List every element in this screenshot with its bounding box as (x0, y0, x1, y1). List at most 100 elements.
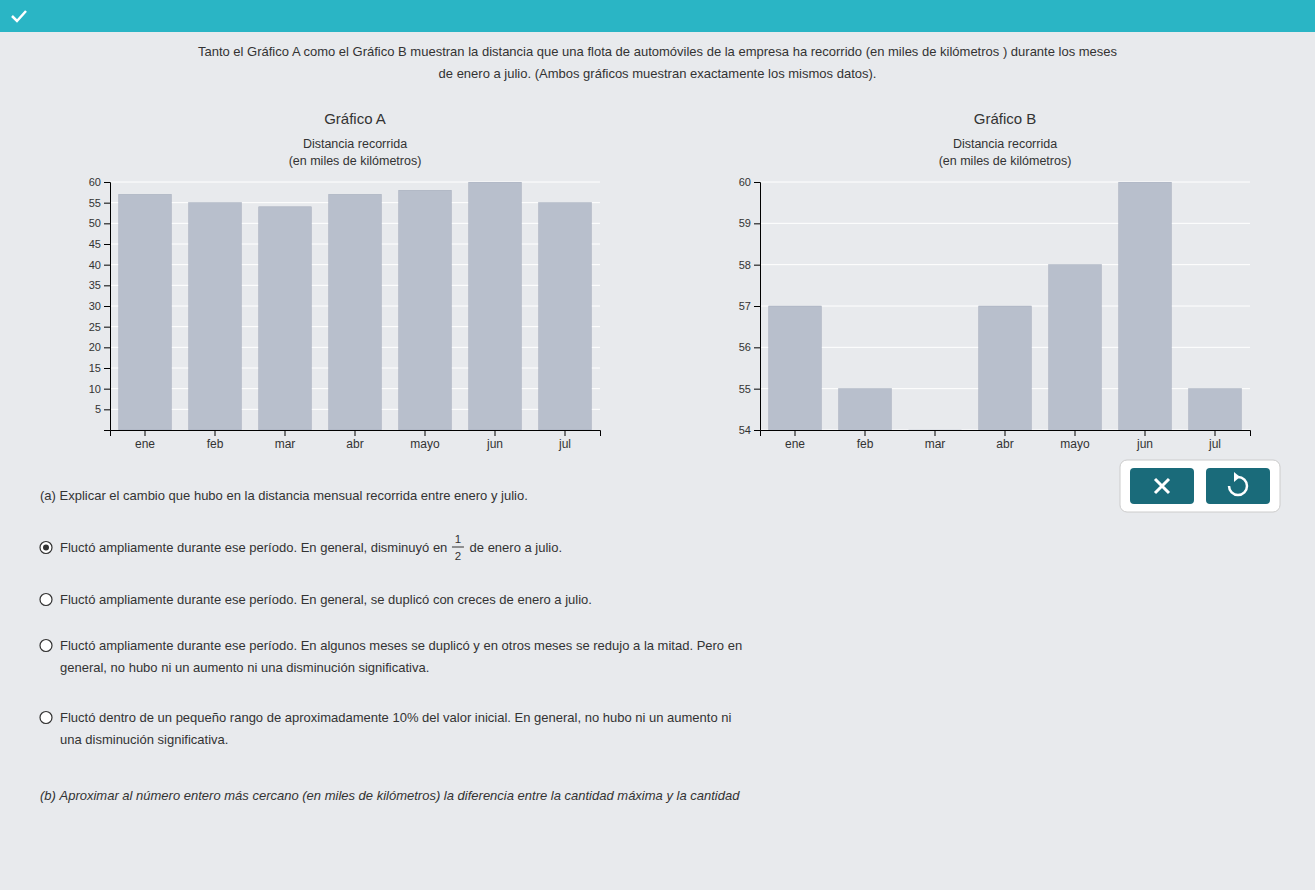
bars (119, 182, 592, 430)
x-tick-label: mar (275, 437, 296, 451)
y-tick-mark (754, 347, 760, 348)
y-tick-label: 60 (739, 176, 751, 188)
x-axis-line (761, 431, 1251, 437)
x-tick-mark (1075, 430, 1076, 436)
page: Tanto el Gráfico A como el Gráfico B mue… (0, 0, 1315, 890)
x-tick-label: mayo (410, 437, 440, 451)
x-tick: abr (346, 430, 363, 451)
x-axis-line (111, 431, 601, 437)
undo-icon[interactable] (1229, 477, 1247, 495)
radio-dot[interactable] (43, 545, 49, 551)
y-tick-label: 56 (739, 341, 751, 353)
x-tick-mark (425, 430, 426, 436)
x-axis: enefebmarabrmayojunjul (761, 430, 1251, 451)
y-tick-label: 35 (89, 279, 101, 291)
x-tick-label: jun (1136, 437, 1153, 451)
y-tick-mark (104, 203, 110, 204)
y-tick-mark (104, 306, 110, 307)
x-tick: ene (135, 430, 155, 451)
radio-button[interactable] (40, 594, 52, 606)
x-tick-mark (565, 430, 566, 436)
y-tick-mark (104, 182, 110, 183)
x-tick: abr (996, 430, 1013, 451)
x-tick-mark (215, 430, 216, 436)
answer-text: Fluctó ampliamente durante ese período. … (60, 540, 451, 555)
y-axis-label: Distancia recorrida(en miles de kilómetr… (289, 137, 422, 168)
y-tick: 57 (739, 300, 760, 312)
y-tick-label: 54 (739, 424, 751, 436)
radio-circle[interactable] (40, 712, 52, 724)
y-tick: 35 (89, 279, 110, 291)
y-tick-label: 58 (739, 259, 751, 271)
grid-line (760, 223, 1250, 224)
y-tick-mark (104, 368, 110, 369)
y-tick-mark (754, 389, 760, 390)
x-tick-mark (145, 430, 146, 436)
y-axis: 54555657585960 (739, 176, 761, 436)
bar (399, 190, 452, 430)
grid-line (760, 264, 1250, 265)
y-tick-label: 60 (89, 176, 101, 188)
undo-button-bg[interactable] (1206, 468, 1270, 504)
y-tick-label: 55 (739, 383, 751, 395)
y-axis-line (754, 183, 761, 431)
y-tick: 55 (739, 383, 760, 395)
undo-arrowhead[interactable] (1234, 472, 1240, 482)
y-tick: 45 (89, 238, 110, 250)
header-text: de enero a julio. (Ambos gráficos muestr… (439, 66, 877, 81)
x-tick-mark (495, 430, 496, 436)
radio-button[interactable] (40, 542, 52, 554)
y-axis-line (104, 183, 111, 431)
radio-circle[interactable] (40, 594, 52, 606)
bar (189, 203, 242, 430)
answer-text: Fluctó ampliamente durante ese período. … (60, 592, 592, 607)
y-tick-mark (104, 265, 110, 266)
radio-circle[interactable] (40, 640, 52, 652)
y-tick-mark (754, 223, 760, 224)
header-text: Tanto el Gráfico A como el Gráfico B mue… (198, 44, 1118, 59)
y-tick: 55 (89, 197, 110, 209)
y-tick: 15 (89, 362, 110, 374)
y-tick-mark (754, 182, 760, 183)
x-tick-label: abr (346, 437, 363, 451)
y-tick-mark (104, 389, 110, 390)
x-tick: jul (1208, 430, 1221, 451)
x-tick-label: mar (925, 437, 946, 451)
x-tick: mar (925, 430, 946, 451)
y-tick-mark (754, 306, 760, 307)
bar (1049, 265, 1102, 430)
x-tick-label: mayo (1060, 437, 1090, 451)
check-icon (12, 11, 26, 21)
undo-button[interactable] (1206, 468, 1270, 504)
bar (979, 306, 1032, 430)
y-tick-label: 50 (89, 217, 101, 229)
y-tick-mark (104, 285, 110, 286)
y-tick: 10 (89, 383, 110, 395)
radio-button[interactable] (40, 640, 52, 652)
x-tick-label: ene (135, 437, 155, 451)
top-bar (0, 0, 1315, 32)
y-tick: 54 (739, 424, 760, 436)
bar (769, 306, 822, 430)
x-tick-label: feb (857, 437, 874, 451)
y-tick: 25 (89, 321, 110, 333)
radio-circle[interactable] (40, 542, 52, 554)
y-tick: 20 (89, 341, 110, 353)
y-tick-label: 15 (89, 362, 101, 374)
radio-button[interactable] (40, 712, 52, 724)
clear-icon[interactable] (1155, 479, 1169, 493)
bar (1119, 182, 1172, 430)
x-tick-label: jun (486, 437, 503, 451)
y-axis: 51015202530354045505560 (89, 176, 111, 430)
y-tick-label: 30 (89, 300, 101, 312)
x-tick-mark (865, 430, 866, 436)
chart: Gráfico ADistancia recorrida(en miles de… (89, 110, 601, 451)
x-tick-label: jul (558, 437, 571, 451)
x-tick-mark (1215, 430, 1216, 436)
fraction-numerator: 1 (455, 533, 461, 545)
clear-button[interactable] (1130, 468, 1194, 504)
answer-text: de enero a julio. (466, 540, 562, 555)
clear-button-bg[interactable] (1130, 468, 1194, 504)
y-tick-label: 55 (89, 197, 101, 209)
bar (259, 207, 312, 430)
